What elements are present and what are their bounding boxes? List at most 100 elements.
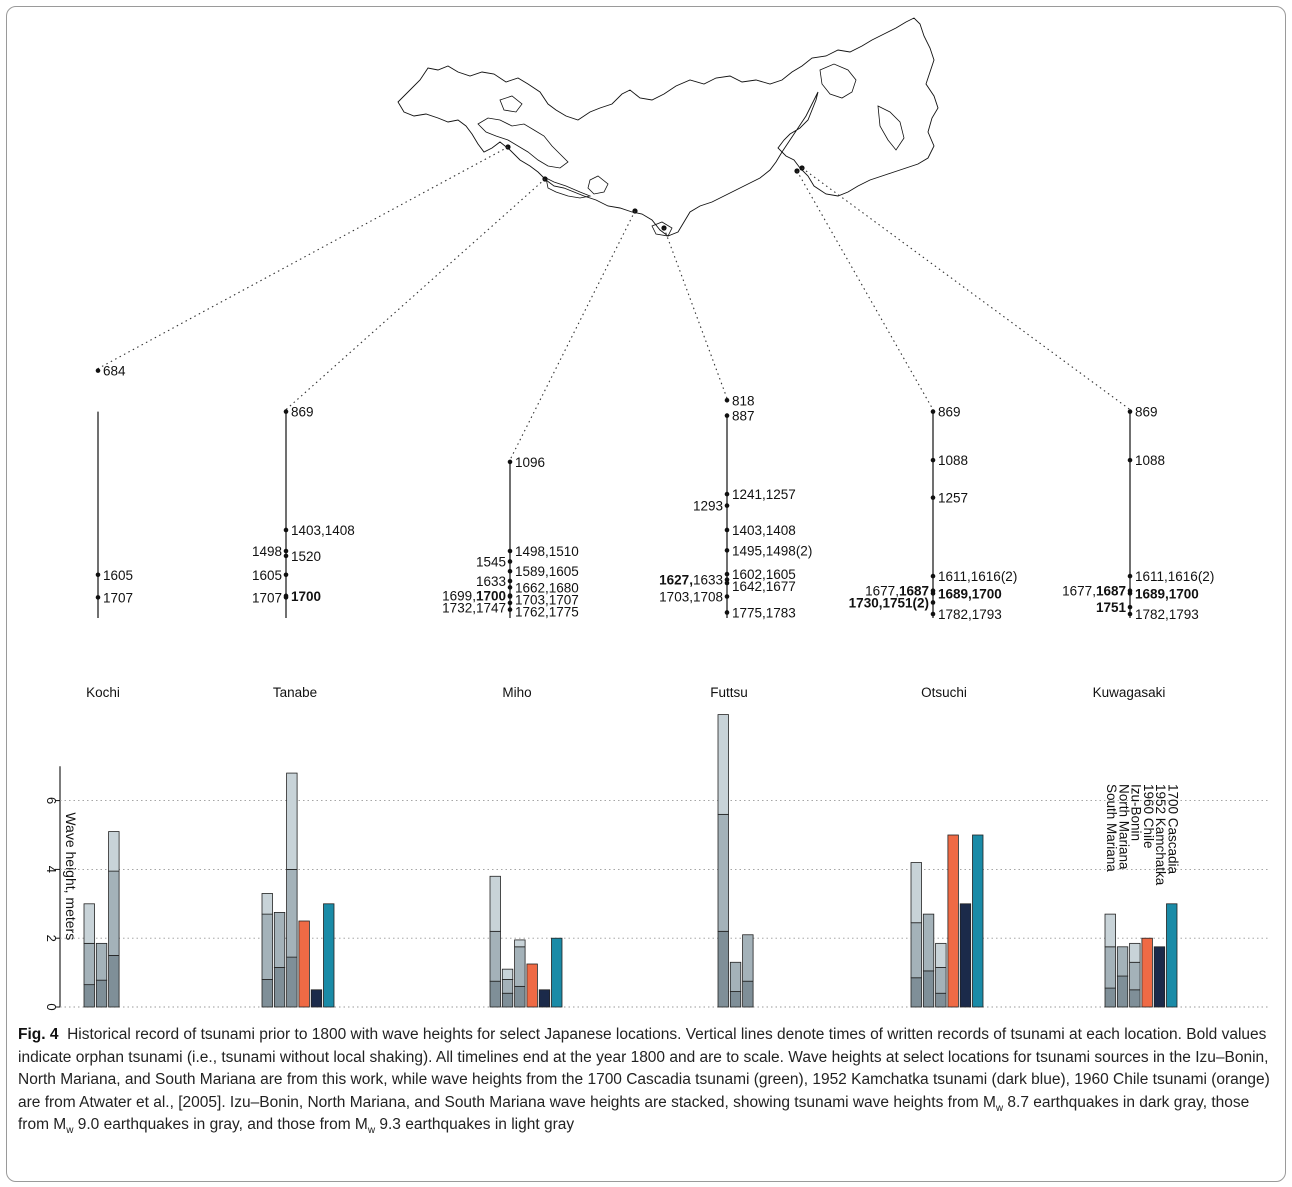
- timeline-label: 1699,1700: [442, 589, 506, 604]
- timeline-event-dot: [930, 611, 936, 617]
- timeline-label: 1545: [476, 554, 506, 569]
- timeline-event-dot: [1127, 573, 1133, 579]
- bar-1960-chile-tanabe: [298, 920, 310, 1008]
- bar-izu-bonin-kochi-level-2: [108, 870, 120, 956]
- figure-caption: Fig. 4 Historical record of tsunami prio…: [18, 1024, 1273, 1137]
- timeline-event-dot: [283, 572, 289, 578]
- timeline-label: 1257: [938, 491, 968, 506]
- bar-1952-kamchatka-kuwagasaki: [1153, 946, 1166, 1008]
- timeline-event-dot: [930, 591, 936, 596]
- japan-outline: [397, 17, 939, 237]
- bar-1700-cascadia-kuwagasaki: [1166, 903, 1178, 1008]
- timeline-label: 818: [732, 393, 755, 408]
- bar-izu-bonin-miho-level-3: [514, 939, 526, 948]
- japan-islands: [477, 63, 905, 237]
- timeline-label: 1700: [291, 589, 321, 604]
- timeline-label: 869: [1135, 405, 1158, 420]
- bar-1960-chile-miho: [526, 963, 538, 1008]
- bar-north-mariana-kuwagasaki-level-1: [1116, 975, 1129, 1008]
- bar-south-mariana-futtsu-level-1: [717, 930, 729, 1008]
- timeline-label: 1627,1633: [659, 573, 723, 588]
- figure-label: Fig. 4: [18, 1026, 59, 1043]
- legend-izu-bonin: Izu-Bonin: [1129, 784, 1144, 841]
- y-tick-label: 0: [44, 1003, 59, 1010]
- bar-south-mariana-miho-level-3: [489, 875, 501, 932]
- bar-izu-bonin-otsuchi-level-2: [935, 967, 947, 994]
- caption-text-4: 9.3 earthquakes in light gray: [375, 1116, 575, 1133]
- timeline-event-dot: [283, 553, 289, 559]
- timeline-label: 1762,1775: [515, 604, 579, 619]
- timeline-label: 869: [938, 405, 961, 420]
- bar-1960-chile-kuwagasaki: [1141, 937, 1153, 1008]
- timeline-label: 1732,1747: [442, 601, 506, 616]
- timeline-event-dot: [930, 573, 936, 579]
- timeline-label: 1589,1605: [515, 564, 579, 579]
- bar-north-mariana-tanabe-level-2: [273, 912, 286, 968]
- bar-north-mariana-kochi-level-2: [95, 942, 108, 981]
- timeline-label: 1611,1616(2): [938, 569, 1017, 584]
- bar-izu-bonin-otsuchi-level-1: [935, 992, 947, 1008]
- bar-south-mariana-otsuchi-level-3: [910, 862, 922, 924]
- bar-south-mariana-otsuchi-level-2: [910, 922, 922, 979]
- bar-izu-bonin-kochi-level-1: [108, 955, 120, 1008]
- timeline-event-dot: [507, 600, 513, 606]
- caption-text-2: 8.7 earthquakes in dark gray, those from…: [18, 1093, 1250, 1134]
- timeline-label: 1662,1680: [515, 580, 579, 595]
- bar-north-mariana-otsuchi-level-1: [922, 970, 935, 1008]
- timeline-event-dot: [724, 503, 730, 508]
- timeline-event-dot: [283, 548, 289, 554]
- bar-1960-chile-otsuchi: [947, 834, 959, 1008]
- bar-south-mariana-futtsu-level-3: [717, 714, 729, 815]
- bar-south-mariana-kuwagasaki-level-1: [1104, 987, 1116, 1008]
- timeline-event-dot: [724, 580, 730, 586]
- location-name-kochi: Kochi: [86, 685, 120, 700]
- timeline-event-dot: [1127, 409, 1133, 414]
- bar-izu-bonin-futtsu-level-2: [742, 934, 754, 982]
- connector-otsuchi: [796, 170, 934, 410]
- bar-1700-cascadia-otsuchi: [972, 834, 984, 1008]
- timeline-label: 1782,1793: [938, 607, 1002, 622]
- timeline-label: 1782,1793: [1135, 607, 1199, 622]
- bar-south-mariana-kuwagasaki-level-2: [1104, 946, 1116, 989]
- bar-izu-bonin-futtsu-level-1: [742, 980, 754, 1008]
- legend-1952-kamchatka: 1952 Kamchatka: [1153, 784, 1168, 886]
- y-axis-title: Wave height, meters: [63, 812, 79, 940]
- bar-1700-cascadia-tanabe: [323, 903, 335, 1008]
- bar-south-mariana-kochi-level-1: [83, 984, 95, 1008]
- timeline-label: 1498: [252, 544, 282, 559]
- timeline-label: 1088: [1135, 453, 1165, 468]
- timeline-event-dot: [283, 593, 289, 599]
- timeline-event-dot: [1127, 457, 1133, 463]
- bar-south-mariana-miho-level-2: [489, 930, 501, 982]
- location-name-futtsu: Futtsu: [710, 685, 748, 700]
- bar-1952-kamchatka-otsuchi: [959, 903, 972, 1008]
- timeline-label: 1403,1408: [291, 523, 355, 538]
- bar-izu-bonin-miho-level-1: [514, 985, 526, 1008]
- bar-1952-kamchatka-tanabe: [310, 989, 323, 1008]
- figure-4: 684 1605 1707 869 1403,1408 1498 1520 1605 1707 1…: [44, 17, 1268, 1011]
- bar-south-mariana-kuwagasaki-level-3: [1104, 913, 1116, 948]
- bar-izu-bonin-tanabe-level-2: [286, 869, 298, 958]
- timeline-label: 1642,1677: [732, 579, 796, 594]
- timeline-event-dot: [507, 607, 513, 612]
- timeline-event-dot: [724, 577, 730, 582]
- legend-1960-chile: 1960 Chile: [1141, 784, 1156, 849]
- timeline-label: 1751: [1096, 600, 1127, 615]
- bar-north-mariana-miho-level-1: [501, 992, 514, 1008]
- timeline-event-dot: [724, 610, 730, 615]
- bar-south-mariana-otsuchi-level-1: [910, 977, 922, 1008]
- timeline-label: 1096: [515, 455, 545, 470]
- bar-izu-bonin-kochi-level-3: [108, 831, 120, 872]
- timeline-label: 1498,1510: [515, 544, 579, 559]
- timeline-label: 1088: [938, 453, 968, 468]
- timeline-label: 1605: [103, 568, 133, 583]
- bar-north-mariana-futtsu-level-2: [729, 961, 742, 992]
- connector-kuwagasaki: [801, 167, 1131, 411]
- location-name-miho: Miho: [502, 685, 531, 700]
- timeline-event-dot: [1127, 591, 1133, 596]
- y-tick-label: 4: [44, 866, 59, 873]
- timeline-event-dot: [724, 527, 730, 533]
- caption-text-1: Historical record of tsunami prior to 18…: [18, 1026, 1270, 1111]
- timeline-event-dot: [507, 578, 513, 584]
- timeline-event-dot: [507, 559, 513, 564]
